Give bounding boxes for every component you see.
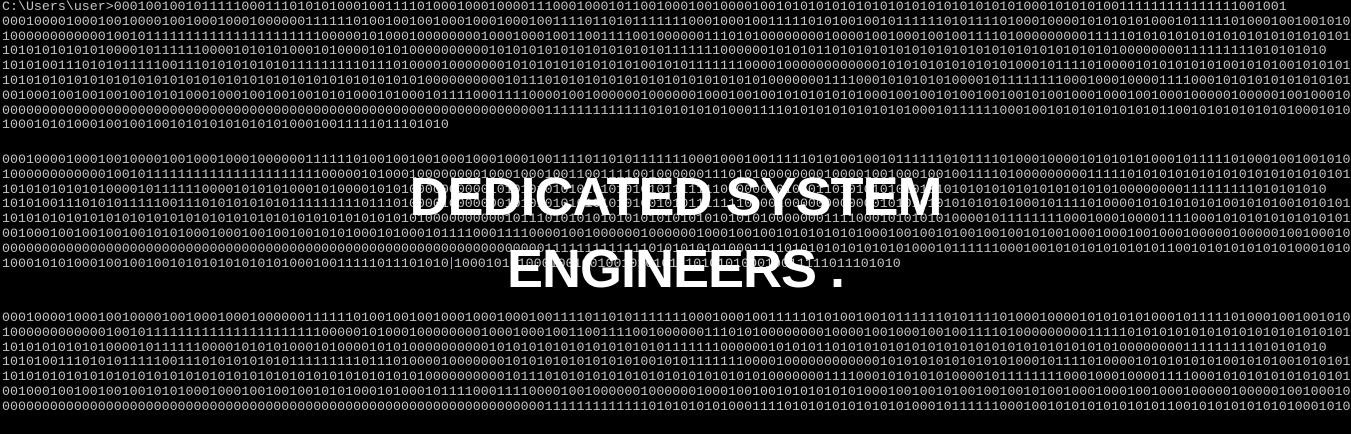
terminal-text: 1010101010101010101010101010101010101010… <box>2 211 1351 227</box>
terminal-text: 1000000000000100101111111111111111111111… <box>2 166 1351 182</box>
terminal-text: 0010001001001001001010100010001001001001… <box>2 87 1351 103</box>
terminal-line: 1000000000000100101111111111111111111111… <box>2 166 1351 183</box>
terminal-text: 1010101010101000010111111000010101010001… <box>2 181 1327 197</box>
terminal-text: 0001000010001001000010010001000100000011… <box>2 152 1351 167</box>
terminal-line: 1010101010101000010111111000010101010001… <box>2 339 1351 356</box>
terminal-line: 1000101010001001001001010101010101010001… <box>2 255 1351 272</box>
terminal-text: 1010101010101010101010101010101010101010… <box>2 369 1351 385</box>
terminal-text: 0010001001001001001010100010001001001001… <box>2 225 1351 241</box>
terminal-line: 1010101010101010101010101010101010101010… <box>2 369 1351 385</box>
terminal-text: 0000000000000000000000000000000000000000… <box>2 102 1351 118</box>
terminal-line: 0000000000000000000000000000000000000000… <box>2 102 1351 119</box>
terminal-text: 1010100111010101111100111010101010101111… <box>2 196 1351 212</box>
headline: ENGINEERS . <box>506 239 845 299</box>
terminal-line: 0001000010001001000010010001000100000011… <box>2 310 1351 326</box>
terminal-line: 1010100111010101111100111010101010101111… <box>2 354 1351 370</box>
terminal-text: 0000000000000000000000000000000000000000… <box>2 240 1351 256</box>
terminal-text: 1000101010001001001001010101010101010001… <box>2 117 449 133</box>
terminal-line: 0001000010001001000010010001000100000011… <box>2 13 1351 30</box>
terminal-text: 1010101010101000010111111000010101010001… <box>2 339 1327 355</box>
terminal-text: C:\Users\user>00010010010111110001110101… <box>2 0 1287 14</box>
terminal-line: 1000000000000100101111111111111111111111… <box>2 28 1351 45</box>
terminal-line: C:\Users\user>00010010010111110001110101… <box>2 0 1351 15</box>
terminal-text: 1010100111010101111100111010101010101111… <box>2 58 1351 74</box>
terminal-line: 1000101010001001001001010101010101010001… <box>2 117 1351 133</box>
terminal-line: 1010101010101000010111111000010101010001… <box>2 43 1351 59</box>
terminal-line: 1000000000000100101111111111111111111111… <box>2 324 1351 341</box>
terminal-text: 0010001001001001001010100010001001001001… <box>2 383 1351 399</box>
terminal-block: C:\Users\user>00010010010111110001110101… <box>2 0 1351 133</box>
terminal-text: 0000000000000000000000000000000000000000… <box>2 398 1351 414</box>
text-cursor <box>450 257 452 270</box>
terminal-text: 1010101010101010101010101010101010101010… <box>2 72 1351 88</box>
terminal-line: 1010101010101010101010101010101010101010… <box>2 211 1351 227</box>
headline: DEDICATED SYSTEM <box>409 167 942 227</box>
terminal-line: 1010100111010101111100111010101010101111… <box>2 196 1351 212</box>
terminal-text: 1000000000000100101111111111111111111111… <box>2 28 1351 44</box>
terminal-line: 0001000010001001000010010001000100000011… <box>2 152 1351 168</box>
terminal-text: 1000101010001001001001010101010101010001… <box>453 255 901 271</box>
terminal-text: 1010100111010101111100111010101010101111… <box>2 354 1351 370</box>
terminal-text: 1000101010001001001001010101010101010001… <box>2 255 449 271</box>
terminal-text: 0001000010001001000010010001000100000011… <box>2 13 1351 29</box>
terminal-block: 0001000010001001000010010001000100000011… <box>2 310 1351 415</box>
terminal-line: 1010101010101000010111111000010101010001… <box>2 181 1351 198</box>
terminal-line: 0010001001001001001010100010001001001001… <box>2 383 1351 400</box>
terminal-line: 1010101010101010101010101010101010101010… <box>2 72 1351 89</box>
terminal-text: 1010101010101000010111111000010101010001… <box>2 43 1327 59</box>
terminal-line: 0000000000000000000000000000000000000000… <box>2 398 1351 415</box>
terminal-line: 1010100111010101111100111010101010101111… <box>2 58 1351 74</box>
terminal-block: 0001000010001001000010010001000100000011… <box>2 152 1351 272</box>
terminal-text: 1000000000000100101111111111111111111111… <box>2 324 1351 340</box>
terminal-line: 0010001001001001001010100010001001001001… <box>2 87 1351 104</box>
terminal-line: 0000000000000000000000000000000000000000… <box>2 240 1351 257</box>
terminal-text: 0001000010001001000010010001000100000011… <box>2 310 1351 325</box>
terminal-line: 0010001001001001001010100010001001001001… <box>2 225 1351 242</box>
